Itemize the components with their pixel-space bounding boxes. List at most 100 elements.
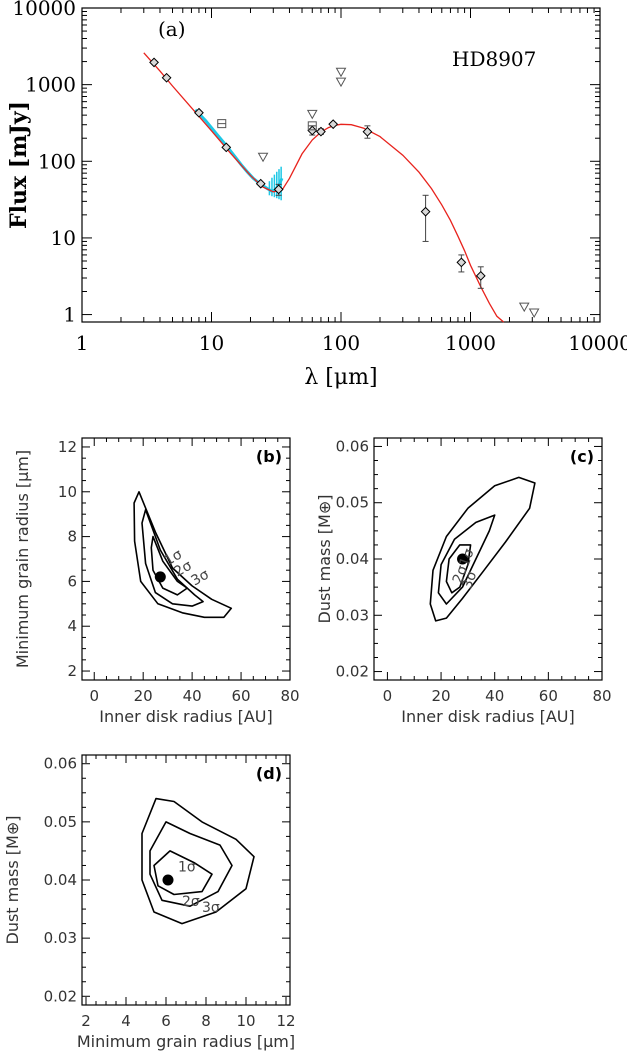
x-tick-label: 80 [280, 687, 299, 705]
contour-3σ [141, 797, 255, 925]
y-axis-label: Minimum grain radius [μm] [13, 450, 32, 668]
contour-panel-b: 0 20 40 60 80 2 4 6 8 10 12 Inner disk radius [AU] M… [13, 437, 300, 726]
best-fit-point [154, 571, 166, 583]
photometry-point [362, 126, 373, 137]
x-tick-label: 6 [161, 1012, 171, 1030]
contour-label: 3σ [202, 900, 220, 916]
y-tick-label: 0.06 [336, 437, 369, 455]
x-tick-label: 0 [89, 687, 99, 705]
y-tick-label: 0.02 [44, 987, 77, 1005]
y-tick-label: 100 [38, 149, 76, 173]
contour-label: 2σ [450, 563, 471, 585]
y-axis-label: Flux [mJy] [6, 101, 32, 229]
irs-spectrum-line [194, 108, 284, 193]
photometry-point [255, 178, 266, 189]
y-tick-label: 0.04 [44, 871, 77, 889]
x-tick-label: 60 [539, 687, 558, 705]
contour-1σ [150, 535, 188, 596]
x-tick-label: 12 [276, 1012, 295, 1030]
y-axis-label: Dust mass [M⊕] [3, 816, 22, 945]
x-axis-label: λ [μm] [304, 365, 377, 390]
photometry-point [475, 270, 486, 281]
photometry-point [221, 142, 232, 153]
panel-label: (b) [256, 447, 282, 466]
x-tick-label: 10000 [568, 331, 627, 355]
photometry-point [307, 125, 318, 136]
contour-2σ [437, 514, 496, 605]
y-tick-label: 0.02 [336, 663, 369, 681]
photometry-point [420, 206, 431, 217]
x-axis-label: Inner disk radius [AU] [99, 707, 272, 726]
upper-limit-marker [335, 77, 347, 88]
upper-limit-marker [528, 308, 540, 318]
photometry-point [456, 257, 467, 268]
y-tick-label: 12 [58, 438, 77, 456]
contour-label: 2σ [182, 894, 200, 910]
x-tick-label: 60 [232, 687, 251, 705]
y-tick-label: 6 [67, 572, 77, 590]
contour-label: 3σ [459, 569, 480, 591]
upper-limit-marker [306, 109, 318, 120]
contour-panel-c: 0 20 40 60 80 0.02 0.03 0.04 0.05 0.06 Inner disk … [315, 437, 612, 726]
panel-label: (d) [256, 764, 282, 783]
contour-panel-d: 2 4 6 8 10 12 0.02 0.03 0.04 0.05 0.06 Minimum grai… [3, 754, 296, 1051]
x-axis-label: Minimum grain radius [μm] [77, 1032, 295, 1051]
contour-label: 1σ [457, 547, 478, 569]
contour-2σ [149, 821, 233, 908]
y-tick-label: 8 [67, 528, 77, 546]
y-tick-label: 10 [51, 226, 76, 250]
y-tick-label: 10000 [12, 0, 76, 20]
model-sed-curve [143, 52, 505, 323]
x-tick-label: 80 [592, 687, 611, 705]
x-axis-label: Inner disk radius [AU] [401, 707, 574, 726]
contour-1σ [153, 850, 213, 896]
best-fit-point [457, 553, 469, 565]
contour-3σ [133, 490, 233, 619]
photometry-point [328, 119, 339, 130]
x-tick-label: 100 [322, 331, 360, 355]
y-tick-label: 0.05 [336, 494, 369, 512]
panel-label: (a) [158, 17, 186, 41]
panel-label: (c) [570, 447, 594, 466]
plot-frame [373, 437, 603, 681]
x-tick-label: 4 [121, 1012, 131, 1030]
y-tick-label: 0.03 [336, 606, 369, 624]
contour-2σ [141, 508, 204, 607]
y-tick-label: 2 [67, 662, 77, 680]
y-tick-label: 4 [67, 617, 77, 635]
contour-3σ [429, 476, 536, 622]
y-tick-label: 0.05 [44, 813, 77, 831]
best-fit-point [162, 874, 174, 886]
x-tick-label: 40 [183, 687, 202, 705]
photometry-point [161, 72, 172, 83]
x-tick-label: 0 [383, 687, 393, 705]
sed-panel-a: 1 10 100 1000 10000 1 10 100 1000 10000 λ [μm] Flux… [6, 0, 627, 390]
contour-1σ [445, 544, 472, 594]
y-tick-label: 0.04 [336, 550, 369, 568]
photometry-point [194, 107, 204, 118]
upper-limit-marker [518, 302, 530, 313]
contour-label: 1σ [178, 859, 196, 875]
photometry-point [273, 184, 284, 195]
x-tick-label: 10 [236, 1012, 255, 1030]
photometry-point [149, 57, 159, 68]
contour-label: 2σ [171, 558, 195, 581]
y-tick-label: 0.06 [44, 755, 77, 773]
contour-label: 3σ [189, 567, 213, 590]
upper-limit-marker [257, 152, 269, 163]
photometry-point [316, 126, 326, 137]
y-tick-label: 1 [63, 303, 76, 327]
upper-limit-marker [335, 67, 347, 78]
y-axis-label: Dust mass [M⊕] [315, 495, 334, 624]
x-tick-label: 1 [76, 331, 89, 355]
x-tick-label: 20 [134, 687, 153, 705]
y-tick-label: 10 [58, 483, 77, 501]
x-tick-label: 8 [201, 1012, 211, 1030]
plot-frame [81, 754, 291, 1006]
contour-label: 1σ [162, 546, 186, 569]
x-tick-label: 2 [81, 1012, 91, 1030]
y-tick-label: 1000 [25, 73, 76, 97]
y-tick-label: 0.03 [44, 929, 77, 947]
x-tick-label: 20 [432, 687, 451, 705]
